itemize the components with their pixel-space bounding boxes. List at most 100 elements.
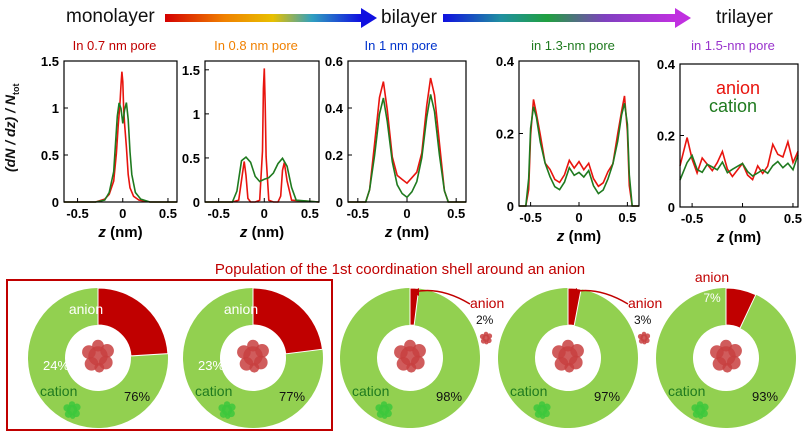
donut-slice-cation: [498, 288, 639, 429]
donut-charts: anion 24% cation 76% anion 23% cation 77% anion 2…: [28, 269, 797, 429]
highlight-frame: [6, 279, 333, 431]
donut-chart-5: anion 7% cation 93%: [656, 269, 797, 429]
y-tick-label: 1.5: [182, 63, 200, 78]
panel-title: In 0.8 nm pore: [214, 38, 298, 53]
anion-label: anion: [224, 301, 258, 317]
y-tick-label: 0: [193, 195, 200, 210]
plot-frame: [63, 60, 178, 203]
y-tick-label: 1: [193, 107, 200, 122]
anion-percent: 7%: [703, 291, 721, 305]
x-tick-label: -0.5: [207, 206, 229, 221]
x-tick-label: 0: [261, 206, 268, 221]
x-tick-label: 0.5: [159, 206, 177, 221]
x-tick-label: 0.5: [447, 206, 465, 221]
donut-slice-cation: [28, 288, 168, 428]
series-line-cation: [205, 155, 320, 203]
cation-molecule-icon: [63, 401, 81, 419]
donut-chart-3: anion 2% cation 98%: [340, 287, 504, 428]
stage-label-monolayer: monolayer: [66, 6, 155, 27]
cation-molecule-icon: [218, 401, 236, 419]
legend-anion: anion: [716, 78, 760, 98]
small-anion-icon: [637, 331, 651, 345]
anion-molecule-icon: [82, 339, 114, 373]
x-tick-label: -0.5: [681, 211, 703, 226]
x-tick-label: 0.5: [618, 210, 636, 225]
panel-title: In 0.7 nm pore: [73, 38, 157, 53]
anion-percent: 2%: [476, 313, 494, 327]
arrow-head-2: [675, 8, 691, 28]
series-line-cation: [519, 103, 639, 207]
anion-label: anion: [69, 301, 103, 317]
panel-title: In 1 nm pore: [365, 38, 438, 53]
anion-percent: 23%: [198, 358, 224, 373]
plot-frame: [347, 60, 467, 203]
cation-percent: 98%: [436, 389, 462, 404]
panel-title: in 1.5-nm pore: [691, 38, 775, 53]
anion-molecule-icon: [552, 339, 584, 373]
x-tick-label: 0: [739, 211, 746, 226]
series-line-anion: [205, 68, 320, 203]
gradient-arrow-2: [443, 14, 675, 22]
series-line-anion: [519, 95, 639, 207]
x-axis-label: z (nm): [239, 224, 284, 241]
cation-label: cation: [668, 383, 705, 399]
x-tick-label: 0.5: [784, 211, 802, 226]
y-tick-label: 0.2: [496, 127, 514, 142]
y-tick-label: 0.4: [325, 101, 344, 116]
cation-percent: 97%: [594, 389, 620, 404]
cation-label: cation: [510, 383, 547, 399]
arrow-head-1: [361, 8, 377, 28]
anion-label: anion: [628, 295, 662, 311]
donut-chart-4: anion 3% cation 97%: [498, 287, 662, 429]
series-line-cation: [679, 153, 799, 181]
gradient-arrow-1: [165, 14, 361, 22]
donut-slice-cation: [656, 288, 797, 429]
cation-molecule-icon: [375, 401, 393, 419]
small-anion-icon: [479, 331, 493, 345]
x-axis-label: z (nm): [716, 229, 761, 246]
series-line-cation: [348, 94, 466, 203]
legend-cation: cation: [709, 96, 757, 116]
plot-frame: [204, 60, 320, 203]
donut-slice-cation: [183, 288, 323, 429]
y-tick-label: 0: [52, 195, 59, 210]
anion-label: anion: [470, 295, 504, 311]
series-line-cation: [64, 102, 177, 203]
cation-molecule-icon: [691, 401, 709, 419]
anion-percent: 24%: [43, 358, 69, 373]
donut-chart-2: anion 23% cation 77%: [183, 287, 324, 429]
header: monolayer bilayer trilayer: [66, 6, 774, 28]
callout-arrowhead: [570, 288, 577, 296]
y-tick-label: 0.2: [657, 129, 675, 144]
donut-slice-anion: [252, 287, 324, 355]
donut-slice-anion: [725, 287, 757, 329]
donut-chart-1: anion 24% cation 76%: [28, 287, 169, 428]
y-tick-label: 0: [668, 200, 675, 215]
pie-section-title: Population of the 1st coordination shell…: [215, 261, 585, 278]
cation-percent: 77%: [279, 389, 305, 404]
cation-percent: 93%: [752, 389, 778, 404]
line-chart-panels: In 0.7 nm pore 0 0.5 1 1.5 -0.5 0 0.5 z (nm) In 0…: [41, 38, 802, 246]
y-tick-label: 1: [52, 101, 59, 116]
anion-molecule-icon: [394, 339, 426, 373]
anion-molecule-icon: [237, 339, 269, 373]
legend: anion cation: [709, 78, 760, 116]
x-tick-label: 0: [119, 206, 126, 221]
x-tick-label: 0: [575, 210, 582, 225]
line-panel-3: In 1 nm pore 0 0.2 0.4 0.6 -0.5 0 0.5 z (nm): [325, 38, 467, 241]
donut-slice-anion: [97, 287, 169, 357]
x-axis-label: z (nm): [97, 224, 142, 241]
donut-slice-anion: [409, 287, 420, 326]
x-tick-label: -0.5: [519, 210, 541, 225]
y-tick-label: 0.4: [496, 54, 515, 69]
series-line-anion: [64, 71, 177, 203]
y-tick-label: 0.5: [182, 151, 200, 166]
line-panel-1: In 0.7 nm pore 0 0.5 1 1.5 -0.5 0 0.5 z (nm): [41, 38, 178, 241]
x-tick-label: 0: [403, 206, 410, 221]
x-axis-label: z (nm): [384, 224, 429, 241]
cation-label: cation: [40, 383, 77, 399]
y-tick-label: 0.6: [325, 54, 343, 69]
y-tick-label: 0.5: [41, 148, 59, 163]
line-panel-5: in 1.5-nm pore 0 0.2 0.4 -0.5 0 0.5 z (nm): [657, 38, 802, 246]
